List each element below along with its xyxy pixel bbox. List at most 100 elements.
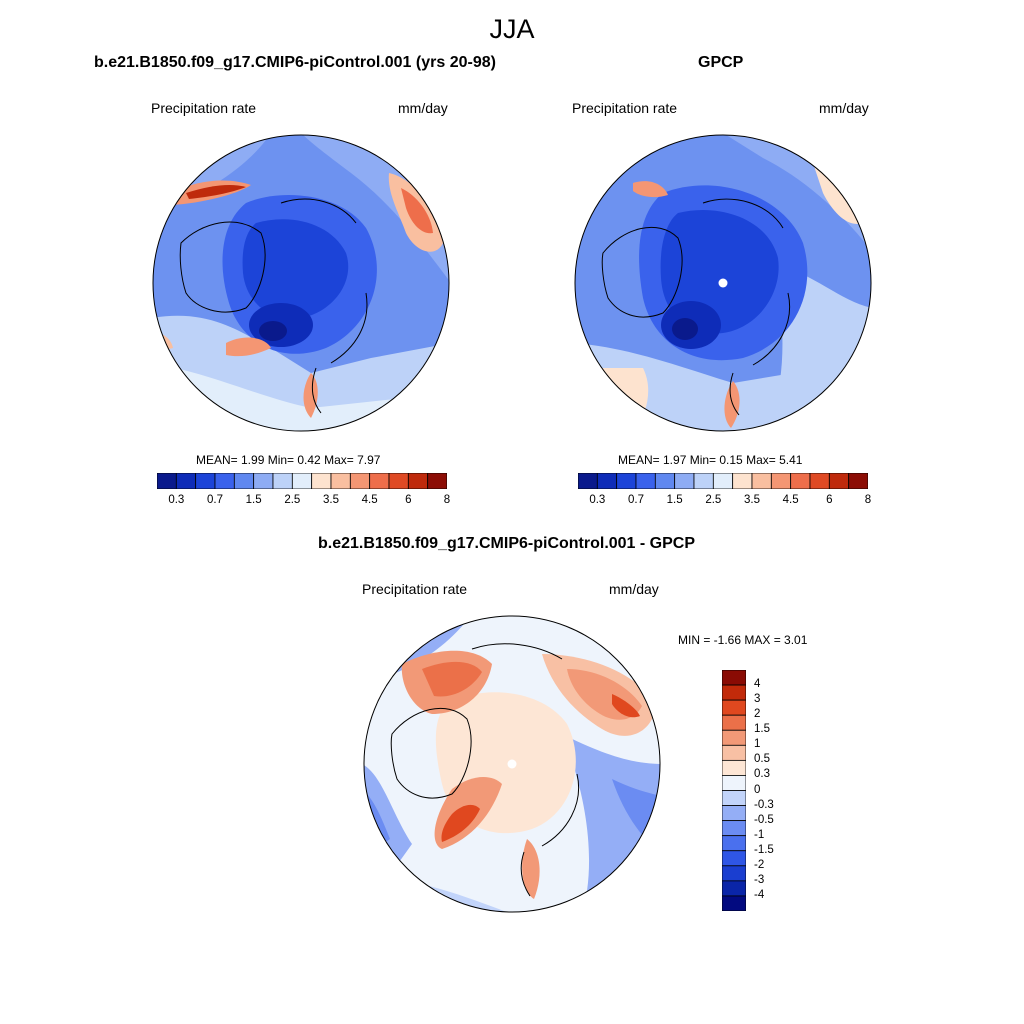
diff-panel-title: b.e21.B1850.f09_g17.CMIP6-piControl.001 … xyxy=(318,535,696,552)
colorbar-tick-label: 4 xyxy=(754,678,761,691)
diff-polar-map xyxy=(363,615,661,913)
colorbar-tick-label: -0.5 xyxy=(754,813,774,826)
colorbar-tick-label: 0.7 xyxy=(628,494,644,506)
obs-colorbar-ticks: 0.3 0.7 1.5 2.5 3.5 4.5 6 8 xyxy=(578,494,871,510)
colorbar-swatch xyxy=(596,473,618,489)
colorbar-swatch xyxy=(369,473,390,489)
colorbar-swatch xyxy=(790,473,811,489)
colorbar-tick-label: 0 xyxy=(754,783,761,796)
colorbar-swatch xyxy=(848,473,868,489)
colorbar-swatch xyxy=(291,473,313,489)
colorbar-swatch xyxy=(712,473,734,489)
colorbar-swatch xyxy=(311,473,332,489)
colorbar-tick-label: 4.5 xyxy=(361,494,378,506)
colorbar-tick-label: 8 xyxy=(443,494,451,506)
colorbar-swatch xyxy=(722,775,746,791)
colorbar-swatch xyxy=(722,684,746,701)
colorbar-tick-label: 3.5 xyxy=(744,494,760,506)
colorbar-tick-label: 1.5 xyxy=(754,723,770,736)
colorbar-swatch xyxy=(722,880,746,897)
colorbar-tick-label: 1 xyxy=(754,738,761,751)
colorbar-tick-label: 8 xyxy=(864,494,872,506)
diff-stats: MIN = -1.66 MAX = 3.01 xyxy=(678,633,808,647)
colorbar-swatch xyxy=(349,473,371,489)
colorbar-tick-label: 3 xyxy=(754,693,761,706)
colorbar-swatch xyxy=(722,820,746,837)
diff-pole-marker xyxy=(507,759,517,769)
diff-colorbar-ticks: 4 3 2 1.5 1 0.5 0.3 0 -0.3 -0.5 -1 -1.5 -2 -3 -4 xyxy=(754,670,794,911)
diff-units-label: mm/day xyxy=(609,581,659,597)
colorbar-tick-label: -3 xyxy=(754,873,765,886)
colorbar-swatch xyxy=(809,473,830,489)
colorbar-swatch xyxy=(722,835,746,852)
colorbar-swatch xyxy=(722,790,746,806)
colorbar-tick-label: 0.7 xyxy=(207,494,223,506)
colorbar-swatch xyxy=(732,473,753,489)
model-colorbar-ticks: 0.3 0.7 1.5 2.5 3.5 4.5 6 8 xyxy=(157,494,450,510)
obs-variable-label: Precipitation rate xyxy=(572,100,678,116)
figure-title: JJA xyxy=(489,14,535,44)
model-polar-map xyxy=(152,134,450,432)
colorbar-swatch xyxy=(157,473,177,489)
colorbar-swatch xyxy=(407,473,429,489)
colorbar-swatch xyxy=(388,473,409,489)
colorbar-swatch xyxy=(722,865,746,882)
obs-panel-title: GPCP xyxy=(698,54,744,71)
colorbar-tick-label: 2 xyxy=(754,708,761,721)
colorbar-swatch xyxy=(253,473,274,489)
colorbar-swatch xyxy=(427,473,447,489)
colorbar-swatch xyxy=(214,473,235,489)
colorbar-swatch xyxy=(722,670,746,686)
colorbar-swatch xyxy=(272,473,293,489)
model-panel-title: b.e21.B1850.f09_g17.CMIP6-piControl.001 … xyxy=(94,54,496,71)
colorbar-tick-label: -2 xyxy=(754,858,765,871)
diff-variable-label: Precipitation rate xyxy=(362,581,468,597)
colorbar-tick-label: -1 xyxy=(754,828,765,841)
obs-polar-map xyxy=(574,134,872,432)
model-variable-label: Precipitation rate xyxy=(151,100,257,116)
colorbar-tick-label: 0.3 xyxy=(168,494,185,506)
colorbar-swatch xyxy=(722,805,746,822)
colorbar-swatch xyxy=(693,473,714,489)
colorbar-tick-label: 0.3 xyxy=(754,768,770,781)
colorbar-swatch xyxy=(233,473,255,489)
colorbar-swatch xyxy=(722,729,746,746)
colorbar-swatch xyxy=(616,473,637,489)
colorbar-swatch xyxy=(722,759,746,776)
colorbar-swatch xyxy=(722,699,746,716)
model-stats: MEAN= 1.99 Min= 0.42 Max= 7.97 xyxy=(196,453,381,467)
colorbar-swatch xyxy=(330,473,351,489)
diff-colorbar xyxy=(722,670,746,911)
model-units-label: mm/day xyxy=(398,100,448,116)
colorbar-tick-label: 2.5 xyxy=(705,494,722,506)
colorbar-tick-label: 6 xyxy=(826,494,833,506)
model-colorbar xyxy=(157,473,447,489)
colorbar-tick-label: 4.5 xyxy=(782,494,799,506)
colorbar-swatch xyxy=(635,473,656,489)
colorbar-swatch xyxy=(654,473,676,489)
colorbar-tick-label: -0.3 xyxy=(754,798,774,811)
colorbar-swatch xyxy=(674,473,695,489)
colorbar-tick-label: 1.5 xyxy=(666,494,683,506)
colorbar-swatch xyxy=(195,473,216,489)
colorbar-swatch xyxy=(722,895,746,911)
obs-pole-marker xyxy=(718,278,728,288)
colorbar-swatch xyxy=(722,850,746,867)
colorbar-tick-label: 3.5 xyxy=(323,494,339,506)
colorbar-tick-label: -1.5 xyxy=(754,843,774,856)
colorbar-tick-label: 6 xyxy=(405,494,412,506)
colorbar-tick-label: 1.5 xyxy=(245,494,262,506)
obs-stats: MEAN= 1.97 Min= 0.15 Max= 5.41 xyxy=(618,453,803,467)
colorbar-swatch xyxy=(751,473,772,489)
colorbar-tick-label: -4 xyxy=(754,888,765,901)
colorbar-swatch xyxy=(722,714,746,731)
colorbar-tick-label: 2.5 xyxy=(284,494,301,506)
colorbar-swatch xyxy=(722,744,746,761)
colorbar-tick-label: 0.3 xyxy=(589,494,606,506)
obs-colorbar xyxy=(578,473,868,489)
colorbar-swatch xyxy=(770,473,792,489)
colorbar-tick-label: 0.5 xyxy=(754,753,770,766)
colorbar-swatch xyxy=(828,473,850,489)
obs-units-label: mm/day xyxy=(819,100,869,116)
colorbar-swatch xyxy=(175,473,197,489)
